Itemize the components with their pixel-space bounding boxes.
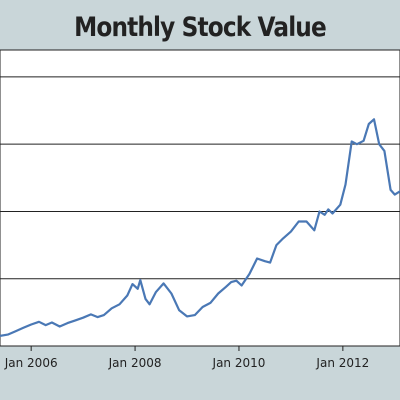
x-tick-label: Jan 2012 (315, 356, 369, 370)
plot-background (0, 49, 400, 347)
x-tick-label: Jan 2008 (108, 356, 162, 370)
series-line (0, 118, 400, 337)
chart-title: Monthly Stock Value (74, 12, 327, 43)
x-tick-label: Jan 2010 (212, 356, 266, 370)
x-tick-label: Jan 2006 (4, 356, 58, 370)
